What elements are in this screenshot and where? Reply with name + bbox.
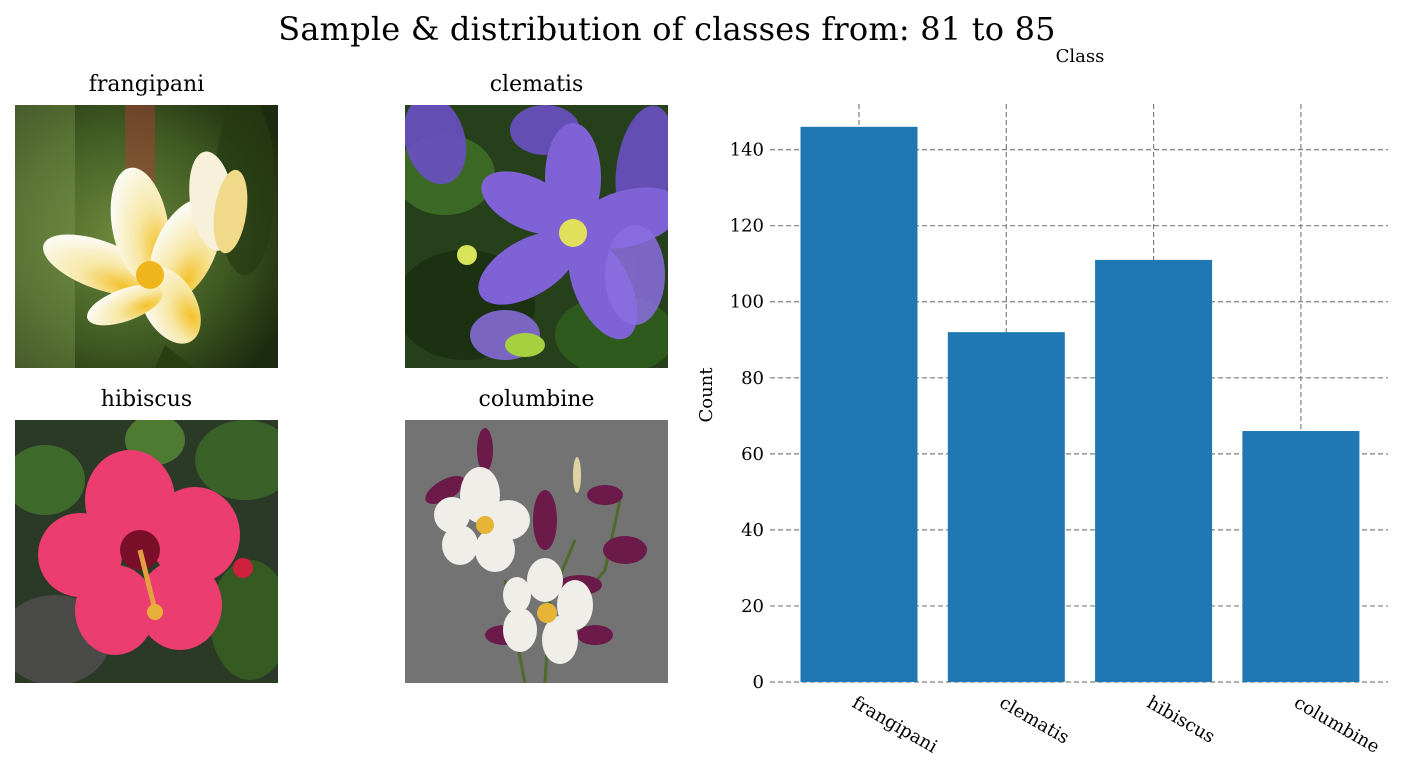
sample-panel-clematis: clematis [405,72,668,368]
bar-columbine [1242,431,1360,682]
y-tick-label: 40 [741,520,764,541]
bar-hibiscus [1095,259,1213,682]
figure-title: Sample & distribution of classes from: 8… [278,10,1056,48]
y-tick-label: 0 [753,672,764,693]
y-tick-label: 20 [741,596,764,617]
hibiscus-photo [15,420,278,683]
sample-label: columbine [478,387,595,412]
sample-panel-hibiscus: hibiscus [15,387,278,683]
y-tick-label: 120 [730,216,764,237]
sample-label: hibiscus [100,387,193,412]
sample-panel-frangipani: frangipani [15,72,278,368]
y-tick-label: 80 [741,368,764,389]
chart-title: Class [1056,46,1105,67]
x-tick-label: frangipani [849,692,942,758]
bar-frangipani [800,126,918,682]
x-tick-label: clematis [996,692,1073,748]
y-tick-labels: 0 20 40 60 80 100 120 140 [730,140,764,693]
y-tick-label: 60 [741,444,764,465]
columbine-photo [405,420,668,683]
x-tick-labels: frangipani clematis hibiscus columbine [849,692,1384,758]
clematis-photo [405,105,668,368]
sample-label: frangipani [88,72,205,97]
sample-panel-columbine: columbine [405,387,668,683]
y-tick-label: 100 [730,292,764,313]
y-tick-label: 140 [730,140,764,161]
x-tick-label: columbine [1290,692,1383,758]
bars [800,126,1360,682]
sample-label: clematis [489,72,584,97]
bar-clematis [947,332,1065,682]
frangipani-photo [15,105,278,368]
x-tick-label: hibiscus [1143,692,1218,748]
y-axis-label: Count [696,367,717,423]
